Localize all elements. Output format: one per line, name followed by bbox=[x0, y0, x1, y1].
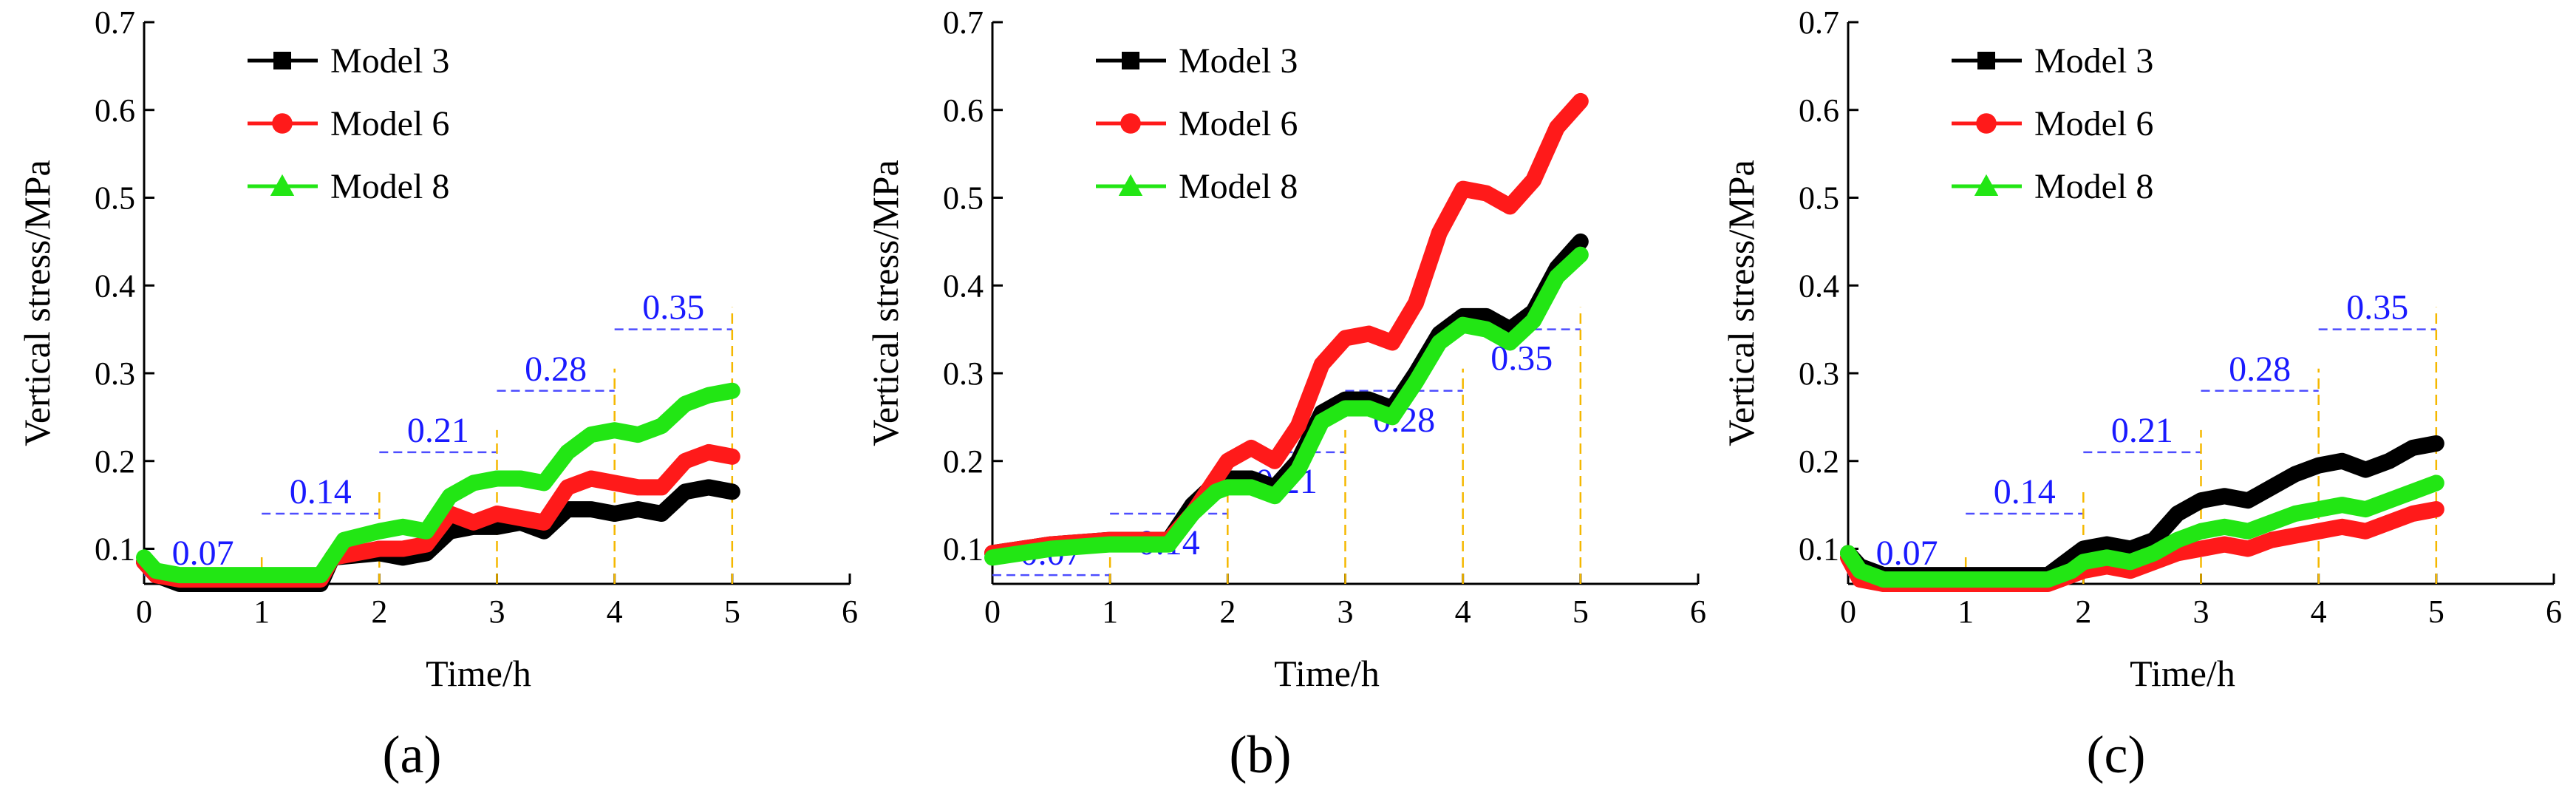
y-tick-label: 0.1 bbox=[95, 531, 135, 568]
legend-entry: Model 8 bbox=[248, 167, 449, 206]
stage-label: 0.35 bbox=[2346, 288, 2408, 327]
y-tick-label: 0.2 bbox=[943, 443, 984, 480]
chart-panel-2: 0 1 2 3 4 5 6 0.1 0.2 0.3 0.4 0.5 0.6 0.7 Time/h Vertic… bbox=[865, 4, 1706, 784]
legend-label: Model 6 bbox=[2034, 104, 2153, 143]
x-tick-label: 4 bbox=[1455, 593, 1471, 630]
y-tick-label: 0.4 bbox=[943, 268, 984, 304]
series-line-model-3 bbox=[984, 233, 1589, 562]
x-tick-label: 6 bbox=[1690, 593, 1706, 630]
y-tick-label: 0.5 bbox=[1799, 180, 1839, 217]
legend-entry: Model 3 bbox=[248, 41, 449, 81]
x-tick-label: 2 bbox=[2075, 593, 2091, 630]
legend-marker bbox=[272, 113, 293, 134]
legend-label: Model 8 bbox=[330, 167, 449, 206]
legend-label: Model 6 bbox=[1179, 104, 1298, 143]
chart-panel-3: 0 1 2 3 4 5 6 0.1 0.2 0.3 0.4 0.5 0.6 0.7 Time/h Vertic… bbox=[1720, 4, 2562, 784]
legend-marker bbox=[273, 52, 291, 69]
legend-label: Model 6 bbox=[330, 104, 449, 143]
legend-entry: Model 8 bbox=[1952, 167, 2153, 206]
x-tick-label: 3 bbox=[489, 593, 505, 630]
y-tick-label: 0.6 bbox=[943, 92, 984, 129]
x-tick-label: 1 bbox=[1102, 593, 1118, 630]
stage-label: 0.21 bbox=[2111, 411, 2173, 450]
y-tick-label: 0.2 bbox=[95, 443, 135, 480]
series-line-model-8 bbox=[136, 382, 740, 584]
legend-label: Model 8 bbox=[2034, 167, 2153, 206]
x-tick-label: 5 bbox=[2428, 593, 2444, 630]
legend-marker bbox=[1118, 174, 1143, 196]
stage-label: 0.28 bbox=[2229, 350, 2291, 389]
x-axis-label: Time/h bbox=[1274, 653, 1380, 694]
panel-label: (a) bbox=[383, 725, 442, 784]
y-tick-label: 0.4 bbox=[1799, 268, 1839, 304]
x-tick-label: 6 bbox=[842, 593, 858, 630]
legend-entry: Model 6 bbox=[248, 104, 449, 143]
legend-label: Model 3 bbox=[2034, 41, 2153, 81]
legend-entry: Model 8 bbox=[1096, 167, 1298, 206]
y-tick-label: 0.3 bbox=[943, 356, 984, 392]
x-axis-label: Time/h bbox=[426, 653, 531, 694]
y-tick-label: 0.3 bbox=[1799, 356, 1839, 392]
stage-label: 0.07 bbox=[1876, 534, 1938, 573]
x-tick-label: 1 bbox=[253, 593, 270, 630]
legend-label: Model 3 bbox=[330, 41, 449, 81]
x-tick-label: 4 bbox=[607, 593, 623, 630]
stage-label: 0.14 bbox=[290, 472, 352, 511]
x-tick-label: 0 bbox=[136, 593, 152, 630]
x-tick-label: 4 bbox=[2311, 593, 2327, 630]
legend-marker bbox=[1120, 113, 1141, 134]
x-tick-label: 2 bbox=[1219, 593, 1236, 630]
x-tick-label: 1 bbox=[1957, 593, 1974, 630]
x-tick-label: 3 bbox=[2193, 593, 2209, 630]
y-axis-label: Vertical stress/MPa bbox=[1720, 160, 1762, 446]
x-tick-label: 5 bbox=[1572, 593, 1589, 630]
x-tick-label: 6 bbox=[2546, 593, 2562, 630]
x-tick-label: 3 bbox=[1338, 593, 1354, 630]
y-tick-label: 0.6 bbox=[95, 92, 135, 129]
x-tick-label: 5 bbox=[724, 593, 740, 630]
stage-label: 0.28 bbox=[525, 350, 587, 389]
legend-entry: Model 6 bbox=[1952, 104, 2153, 143]
stage-label: 0.35 bbox=[642, 288, 704, 327]
y-tick-label: 0.4 bbox=[95, 268, 135, 304]
legend-label: Model 8 bbox=[1179, 167, 1298, 206]
legend-label: Model 3 bbox=[1179, 41, 1298, 81]
y-tick-label: 0.1 bbox=[1799, 531, 1839, 568]
y-tick-label: 0.7 bbox=[943, 4, 984, 41]
series-line-model-8 bbox=[984, 246, 1589, 566]
y-tick-label: 0.5 bbox=[95, 180, 135, 217]
y-axis-label: Vertical stress/MPa bbox=[865, 160, 906, 446]
x-tick-label: 0 bbox=[1840, 593, 1856, 630]
legend-marker bbox=[270, 174, 295, 196]
legend-marker bbox=[1977, 52, 1995, 69]
legend-entry: Model 3 bbox=[1096, 41, 1298, 81]
legend-marker bbox=[1976, 113, 1997, 134]
y-tick-label: 0.1 bbox=[943, 531, 984, 568]
x-tick-label: 2 bbox=[371, 593, 387, 630]
stage-label: 0.14 bbox=[1994, 472, 2056, 511]
y-tick-label: 0.7 bbox=[95, 4, 135, 41]
y-tick-label: 0.7 bbox=[1799, 4, 1839, 41]
legend-entry: Model 3 bbox=[1952, 41, 2153, 81]
stage-label: 0.21 bbox=[407, 411, 469, 450]
x-tick-label: 0 bbox=[984, 593, 1001, 630]
y-tick-label: 0.6 bbox=[1799, 92, 1839, 129]
legend-marker bbox=[1974, 174, 1999, 196]
chart-panel-1: 0 1 2 3 4 5 6 0.1 0.2 0.3 0.4 0.5 0.6 0.7 Time/h Vertic… bbox=[16, 4, 858, 784]
panel-label: (c) bbox=[2087, 725, 2146, 784]
stage-label: 0.07 bbox=[172, 534, 234, 573]
series-line-model-8 bbox=[1840, 474, 2444, 588]
y-tick-label: 0.3 bbox=[95, 356, 135, 392]
y-tick-label: 0.5 bbox=[943, 180, 984, 217]
x-axis-label: Time/h bbox=[2130, 653, 2235, 694]
legend-entry: Model 6 bbox=[1096, 104, 1298, 143]
legend-marker bbox=[1122, 52, 1139, 69]
panel-label: (b) bbox=[1230, 725, 1292, 784]
y-tick-label: 0.2 bbox=[1799, 443, 1839, 480]
y-axis-label: Vertical stress/MPa bbox=[16, 160, 58, 446]
